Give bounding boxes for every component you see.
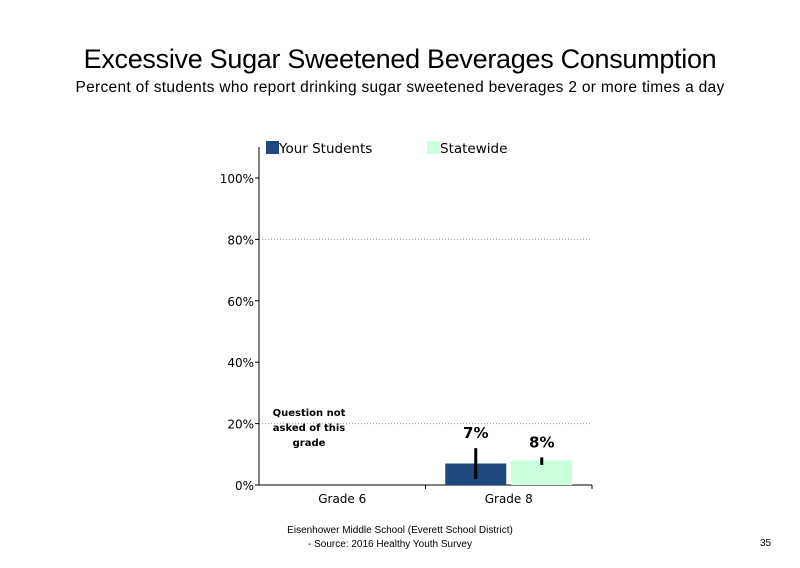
page-number: 35 [760, 538, 772, 549]
footer-source: - Source: 2016 Healthy Youth Survey [308, 539, 472, 550]
y-tick-label: 80% [227, 233, 254, 247]
y-tick-label: 60% [227, 295, 254, 309]
legend-label: Your Students [278, 141, 372, 157]
footer-school: Eisenhower Middle School (Everett School… [287, 525, 513, 536]
footer: Eisenhower Middle School (Everett School… [0, 524, 800, 552]
legend-swatch-statewide [427, 141, 440, 154]
y-tick-label: 40% [227, 356, 254, 370]
data-label: 8% [529, 433, 554, 451]
legend-swatch-your-students [266, 141, 279, 154]
x-tick-label: Grade 6 [318, 492, 366, 506]
y-tick-label: 20% [227, 418, 254, 432]
not-asked-note: Question not asked of this grade [272, 408, 346, 449]
chart-subtitle: Percent of students who report drinking … [75, 79, 725, 96]
chart-title: Excessive Sugar Sweetened Beverages Cons… [83, 44, 717, 74]
y-tick-label: 100% [220, 172, 254, 186]
legend-label: Statewide [440, 141, 507, 157]
data-label: 7% [463, 424, 488, 442]
x-tick-label: Grade 8 [485, 492, 533, 506]
y-tick-label: 0% [235, 479, 254, 493]
